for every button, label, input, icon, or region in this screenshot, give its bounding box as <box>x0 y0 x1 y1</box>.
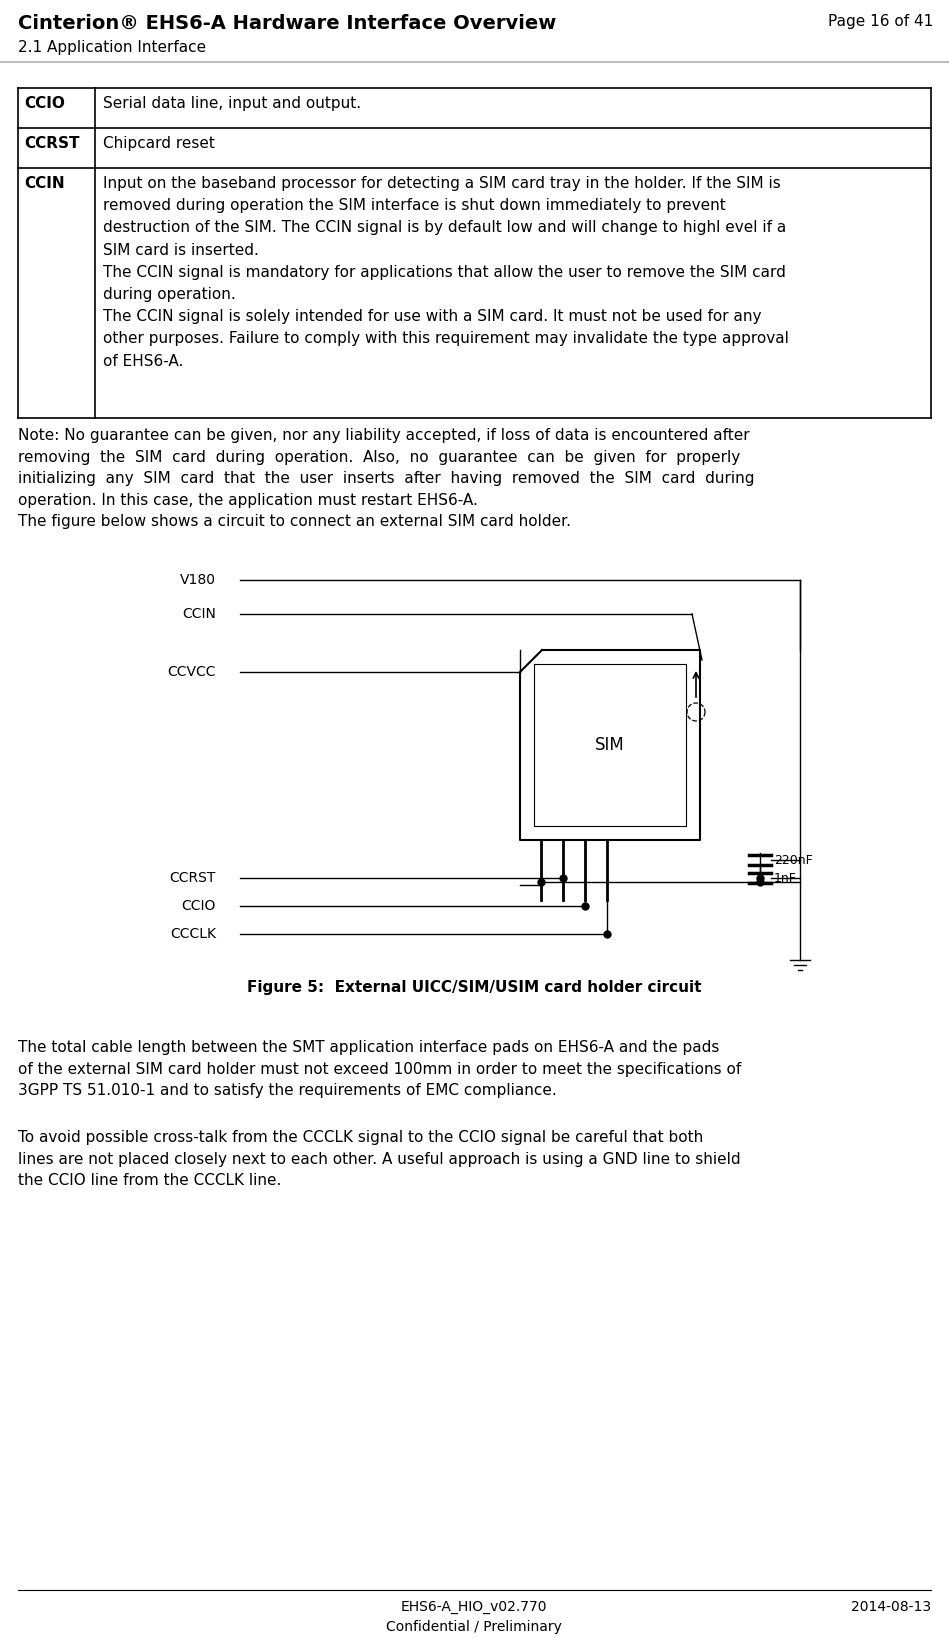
Text: CCCLK: CCCLK <box>170 927 216 940</box>
Text: CCIO: CCIO <box>24 97 65 111</box>
Text: CCIN: CCIN <box>24 175 65 192</box>
Text: EHS6-A_HIO_v02.770
Confidential / Preliminary: EHS6-A_HIO_v02.770 Confidential / Prelim… <box>386 1600 562 1633</box>
Text: 220nF: 220nF <box>774 853 812 867</box>
Text: 2.1 Application Interface: 2.1 Application Interface <box>18 39 206 56</box>
Text: CCRST: CCRST <box>170 871 216 885</box>
Text: CCIN: CCIN <box>182 608 216 621</box>
Text: V180: V180 <box>180 573 216 586</box>
Text: Page 16 of 41: Page 16 of 41 <box>828 15 933 29</box>
Text: Cinterion® EHS6-A Hardware Interface Overview: Cinterion® EHS6-A Hardware Interface Ove… <box>18 15 556 33</box>
Text: CCIO: CCIO <box>181 899 216 912</box>
Text: To avoid possible cross-talk from the CCCLK signal to the CCIO signal be careful: To avoid possible cross-talk from the CC… <box>18 1130 740 1188</box>
Text: Chipcard reset: Chipcard reset <box>103 136 214 151</box>
Text: Serial data line, input and output.: Serial data line, input and output. <box>103 97 362 111</box>
Text: The total cable length between the SMT application interface pads on EHS6-A and : The total cable length between the SMT a… <box>18 1040 741 1097</box>
Text: 1nF: 1nF <box>774 871 797 885</box>
Text: Figure 5:  External UICC/SIM/USIM card holder circuit: Figure 5: External UICC/SIM/USIM card ho… <box>247 980 701 994</box>
Text: 2014-08-13: 2014-08-13 <box>851 1600 931 1613</box>
Text: Note: No guarantee can be given, nor any liability accepted, if loss of data is : Note: No guarantee can be given, nor any… <box>18 428 754 529</box>
Text: Input on the baseband processor for detecting a SIM card tray in the holder. If : Input on the baseband processor for dete… <box>103 175 789 369</box>
Text: CCVCC: CCVCC <box>168 665 216 680</box>
Text: CCRST: CCRST <box>24 136 80 151</box>
Text: SIM: SIM <box>595 735 624 753</box>
